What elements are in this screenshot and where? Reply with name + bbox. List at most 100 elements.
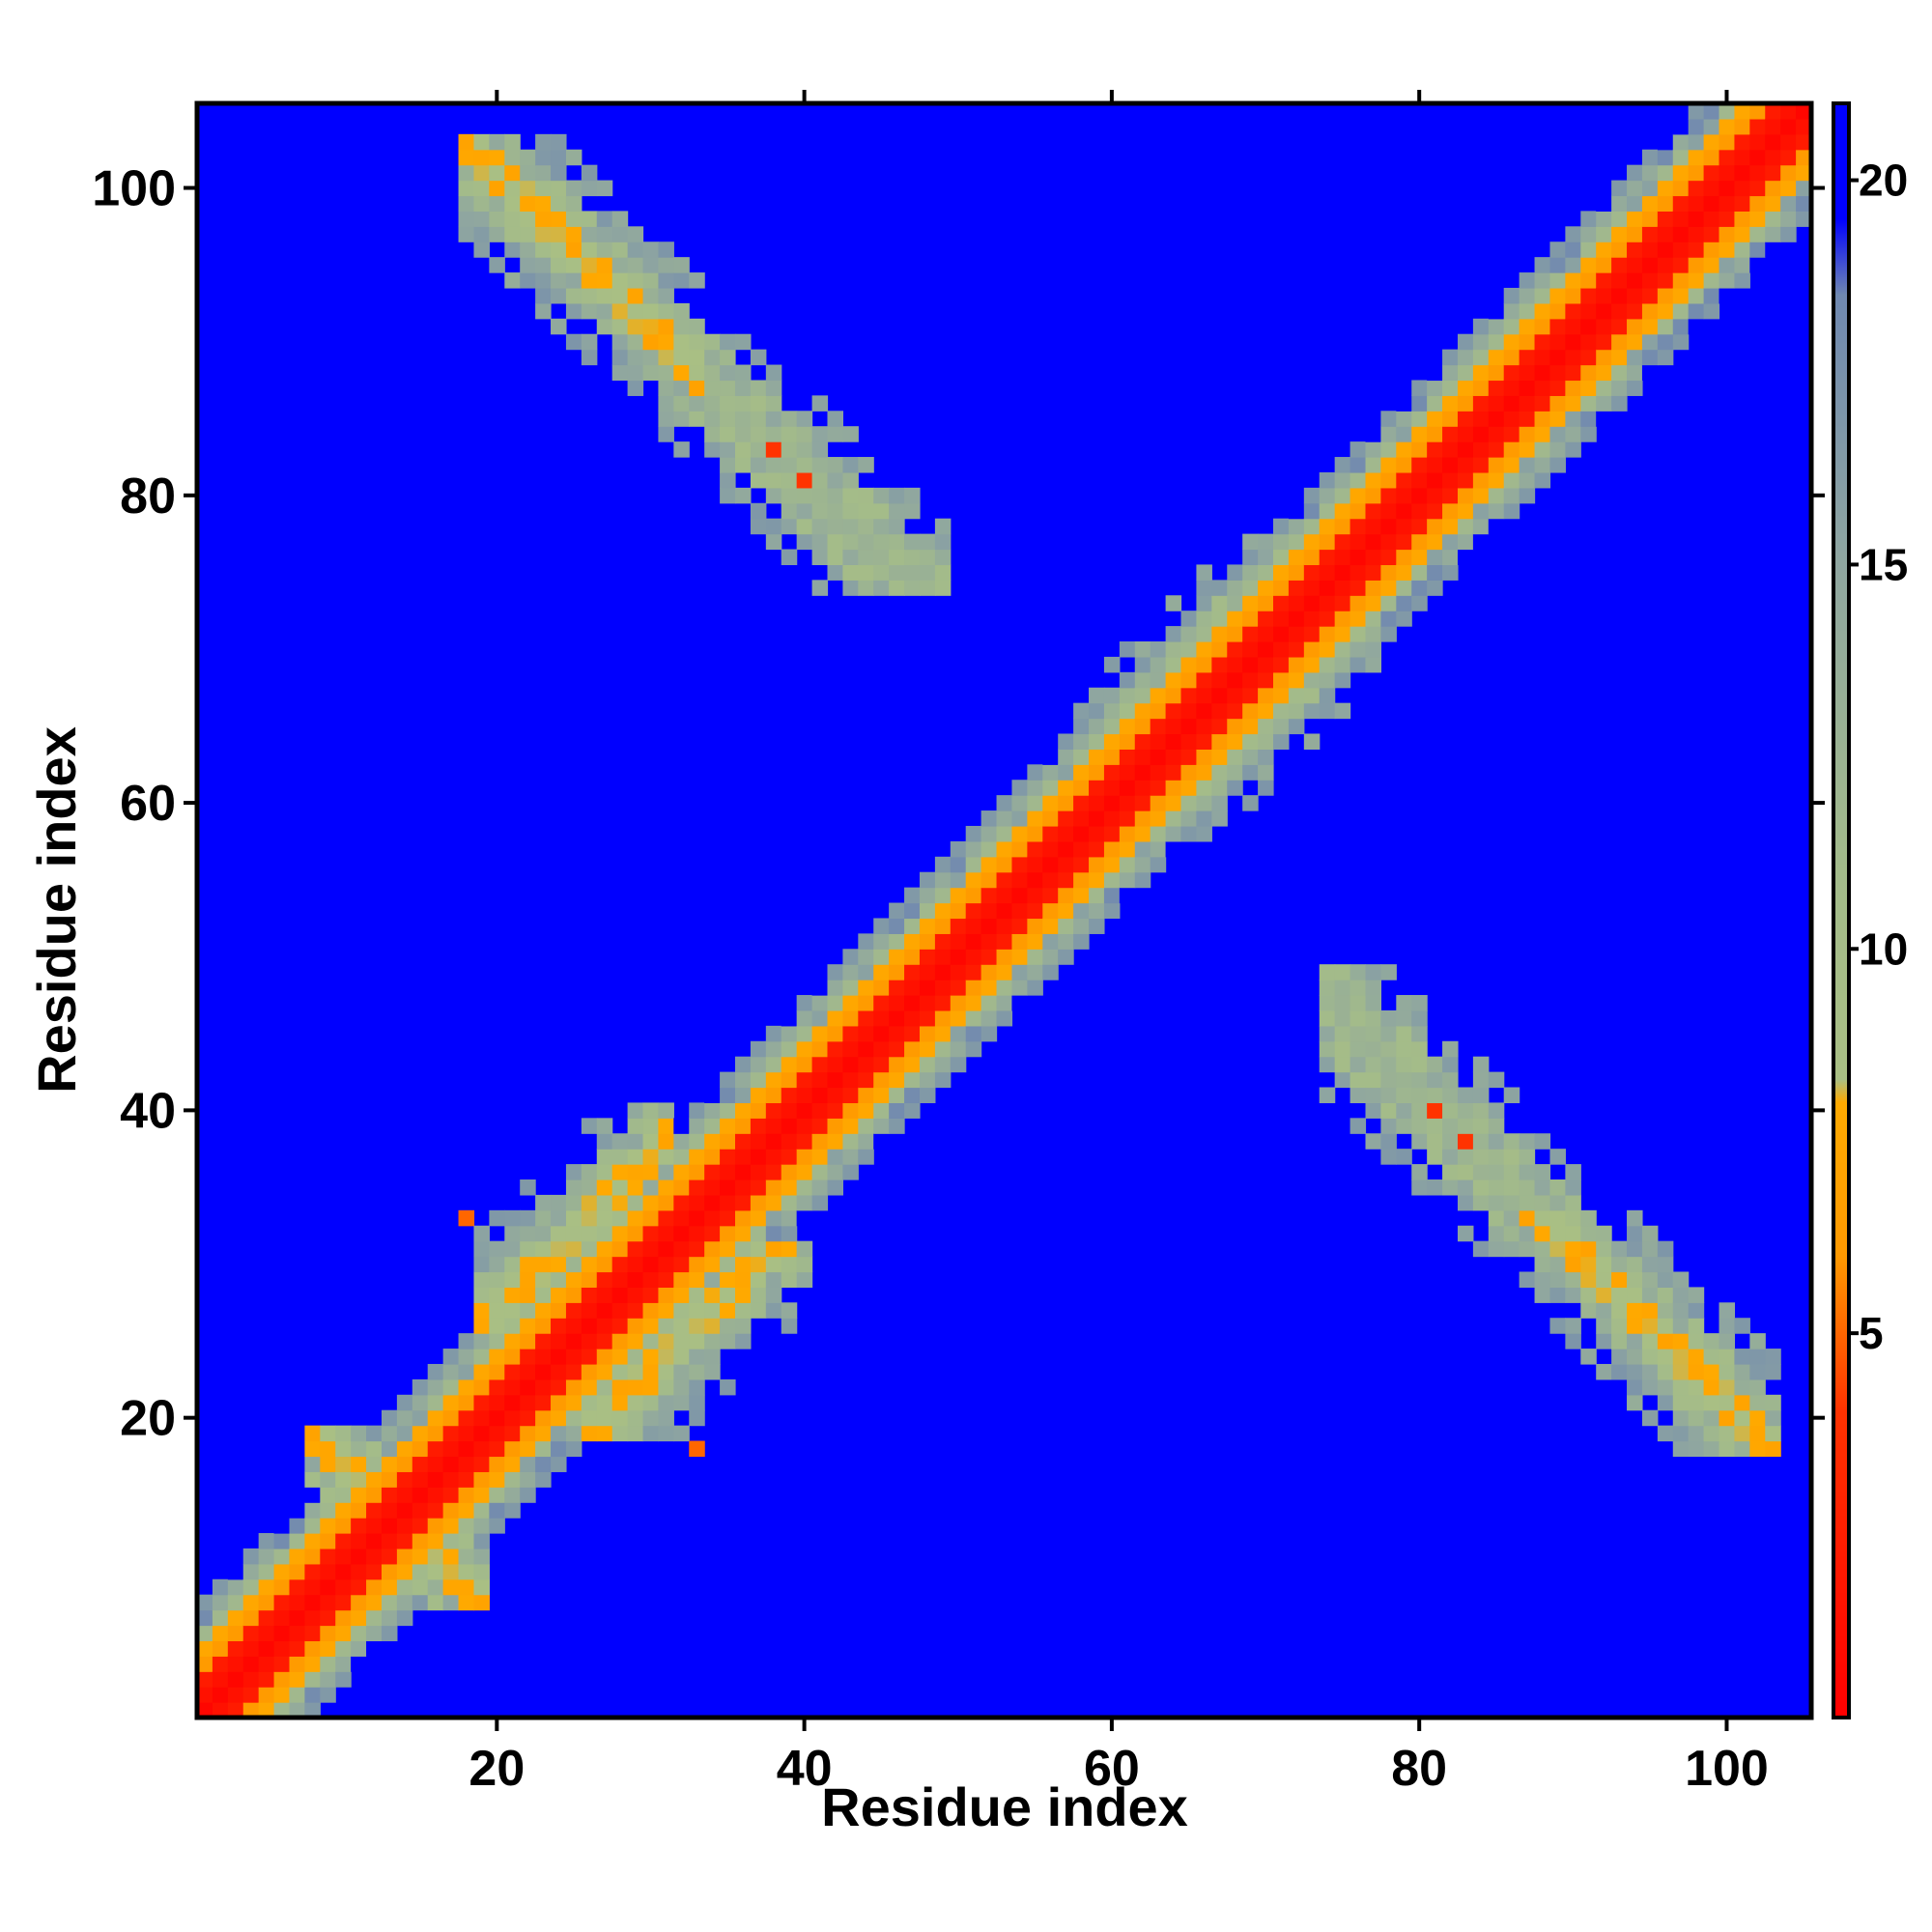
heatmap-cell bbox=[1073, 856, 1090, 873]
heatmap-cell bbox=[996, 995, 1013, 1011]
heatmap-cell bbox=[1641, 1318, 1659, 1334]
heatmap-cell bbox=[1641, 302, 1659, 320]
heatmap-cell bbox=[1519, 1209, 1536, 1227]
heatmap-cell bbox=[673, 1194, 690, 1211]
heatmap-cell bbox=[627, 1225, 644, 1242]
heatmap-cell bbox=[1503, 1194, 1520, 1211]
heatmap-cell bbox=[273, 1609, 291, 1627]
heatmap-cell bbox=[1165, 671, 1182, 689]
heatmap-cell bbox=[858, 1040, 874, 1058]
heatmap-cell bbox=[535, 1271, 552, 1288]
heatmap-cell bbox=[1534, 1240, 1551, 1258]
heatmap-cell bbox=[1288, 580, 1305, 596]
heatmap-cell bbox=[1657, 211, 1674, 227]
heatmap-cell bbox=[1472, 1179, 1490, 1196]
heatmap-cell bbox=[704, 1149, 721, 1165]
heatmap-cell bbox=[919, 580, 936, 596]
heatmap-cell bbox=[904, 549, 921, 566]
heatmap-cell bbox=[1396, 1040, 1412, 1058]
heatmap-cell bbox=[1103, 871, 1121, 889]
heatmap-cell bbox=[919, 1025, 936, 1042]
heatmap-cell bbox=[596, 1209, 613, 1227]
heatmap-cell bbox=[381, 1518, 398, 1534]
heatmap-cell bbox=[473, 1349, 490, 1365]
heatmap-cell bbox=[473, 1409, 490, 1427]
heatmap-cell bbox=[1472, 1194, 1490, 1211]
heatmap-cell bbox=[427, 1440, 444, 1458]
heatmap-cell bbox=[1657, 180, 1674, 197]
heatmap-cell bbox=[1672, 164, 1690, 182]
heatmap-cell bbox=[581, 1394, 598, 1411]
heatmap-cell bbox=[1519, 487, 1536, 504]
heatmap-cell bbox=[596, 211, 613, 227]
heatmap-cell bbox=[1596, 302, 1612, 320]
heatmap-cell bbox=[858, 1071, 874, 1089]
heatmap-cell bbox=[1273, 549, 1290, 566]
heatmap-cell bbox=[1703, 103, 1720, 120]
heatmap-cell bbox=[1134, 795, 1151, 811]
heatmap-cell bbox=[873, 487, 890, 504]
heatmap-cell bbox=[320, 1563, 336, 1580]
heatmap-cell bbox=[1765, 1349, 1781, 1365]
heatmap-cell bbox=[1719, 1409, 1736, 1427]
heatmap-cell bbox=[720, 1133, 736, 1150]
heatmap-cell bbox=[1457, 471, 1474, 489]
heatmap-cell bbox=[1765, 103, 1781, 120]
heatmap-cell bbox=[1719, 1378, 1736, 1396]
heatmap-cell bbox=[827, 1149, 843, 1165]
heatmap-cell bbox=[1427, 549, 1443, 566]
heatmap-cell bbox=[1258, 580, 1274, 596]
heatmap-cell bbox=[304, 1687, 321, 1703]
heatmap-cell bbox=[1365, 487, 1381, 504]
heatmap-cell bbox=[735, 1149, 752, 1165]
heatmap-cell bbox=[934, 902, 952, 920]
heatmap-cell bbox=[827, 964, 843, 980]
heatmap-cell bbox=[258, 1609, 275, 1627]
heatmap-cell bbox=[1780, 211, 1797, 227]
heatmap-cell bbox=[1565, 1194, 1581, 1211]
heatmap-cell bbox=[919, 549, 936, 566]
heatmap-cell bbox=[827, 564, 843, 581]
heatmap-cell bbox=[1365, 471, 1381, 489]
heatmap-cell bbox=[227, 1671, 244, 1688]
heatmap-cell bbox=[811, 995, 829, 1011]
heatmap-cell bbox=[1719, 257, 1736, 273]
heatmap-cell bbox=[611, 1425, 629, 1442]
heatmap-cell bbox=[504, 1425, 521, 1442]
heatmap-cell bbox=[1688, 287, 1705, 304]
heatmap-cell bbox=[489, 1287, 505, 1303]
heatmap-cell bbox=[289, 1594, 305, 1611]
heatmap-cell bbox=[658, 411, 674, 427]
heatmap-cell bbox=[796, 1009, 813, 1027]
heatmap-cell bbox=[504, 1318, 521, 1334]
heatmap-cell bbox=[1596, 1333, 1612, 1350]
heatmap-cell bbox=[934, 549, 952, 566]
heatmap-cell bbox=[1534, 349, 1551, 366]
heatmap-cell bbox=[1703, 1333, 1720, 1350]
heatmap-cell bbox=[934, 949, 952, 965]
heatmap-cell bbox=[781, 1209, 798, 1227]
heatmap-cell bbox=[1211, 810, 1228, 827]
heatmap-cell bbox=[673, 1256, 690, 1273]
heatmap-cell bbox=[1042, 887, 1059, 904]
heatmap-cell bbox=[919, 1056, 936, 1073]
heatmap-cell bbox=[889, 580, 905, 596]
heatmap-cell bbox=[1396, 995, 1412, 1011]
heatmap-cell bbox=[535, 1194, 552, 1211]
heatmap-cell bbox=[1089, 887, 1105, 904]
heatmap-cell bbox=[689, 272, 705, 289]
heatmap-cell bbox=[520, 211, 536, 227]
heatmap-cell bbox=[1565, 302, 1581, 320]
heatmap-cell bbox=[1227, 641, 1243, 658]
heatmap-cell bbox=[396, 1594, 413, 1611]
heatmap-cell bbox=[1380, 1009, 1397, 1027]
heatmap-cell bbox=[535, 180, 552, 197]
heatmap-cell bbox=[750, 1118, 767, 1134]
heatmap-cell bbox=[1519, 1133, 1536, 1150]
heatmap-cell bbox=[227, 1640, 244, 1657]
heatmap-cell bbox=[489, 1394, 505, 1411]
heatmap-cell bbox=[627, 226, 644, 242]
heatmap-cell bbox=[1288, 549, 1305, 566]
heatmap-cell bbox=[1334, 641, 1351, 658]
heatmap-cell bbox=[351, 1548, 367, 1565]
